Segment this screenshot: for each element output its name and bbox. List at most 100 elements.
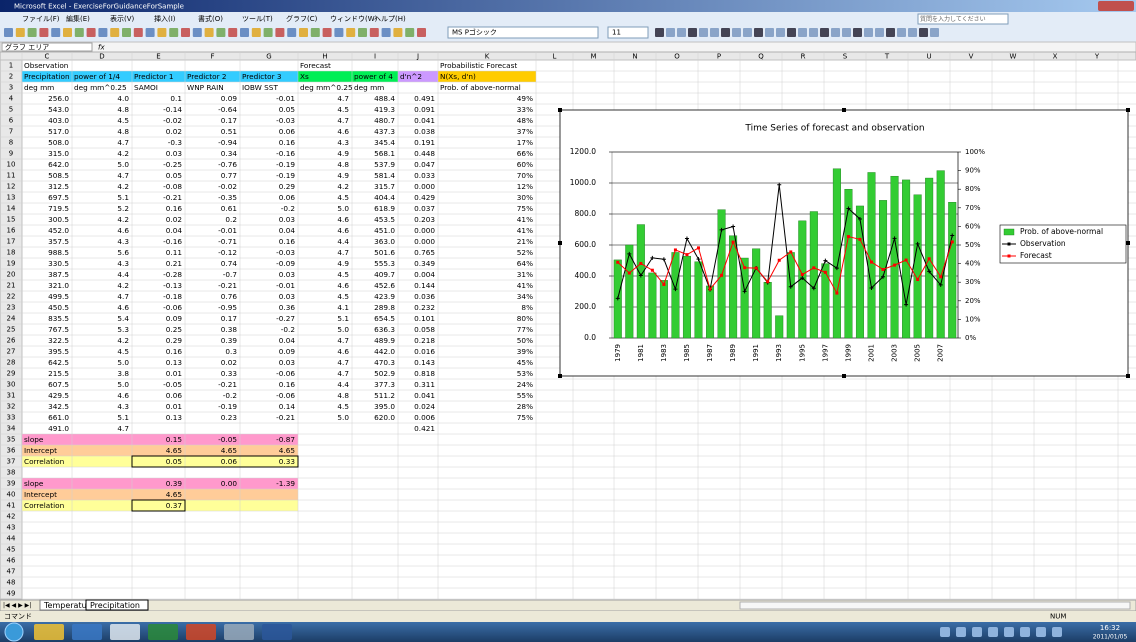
sheet-tab-active[interactable] (85, 599, 149, 611)
name-box[interactable] (1, 42, 93, 52)
toolbar-icon[interactable] (228, 28, 238, 37)
toolbar-icon[interactable] (216, 28, 226, 37)
format-icon[interactable] (864, 28, 873, 37)
menu-item[interactable]: 書式(O) (198, 14, 223, 23)
menu-item[interactable]: ウィンドウ(W) (330, 15, 378, 23)
toolbar-icon[interactable] (417, 28, 426, 37)
toolbar-icon[interactable] (358, 28, 367, 37)
tray-icon[interactable] (1036, 627, 1046, 637)
toolbar-icon[interactable] (263, 28, 273, 37)
format-icon[interactable] (765, 28, 774, 37)
format-icon[interactable] (930, 28, 939, 37)
toolbar-icon[interactable] (4, 28, 13, 37)
toolbar-icon[interactable] (275, 28, 285, 37)
menu-item[interactable]: 編集(E) (66, 14, 90, 23)
h-scrollbar[interactable] (739, 601, 1131, 610)
format-icon[interactable] (743, 28, 752, 37)
toolbar-icon[interactable] (251, 28, 261, 37)
toolbar-icon[interactable] (63, 28, 72, 37)
toolbar-icon[interactable] (39, 28, 49, 37)
start-button[interactable] (4, 622, 24, 642)
selection-handle[interactable] (1126, 374, 1130, 378)
taskbar-app[interactable] (186, 624, 216, 640)
toolbar-icon[interactable] (381, 28, 391, 37)
taskbar-app[interactable] (34, 624, 64, 640)
format-icon[interactable] (655, 28, 664, 37)
toolbar-icon[interactable] (287, 28, 297, 37)
format-icon[interactable] (853, 28, 862, 37)
format-icon[interactable] (820, 28, 829, 37)
toolbar-icon[interactable] (27, 28, 37, 37)
toolbar-icon[interactable] (322, 28, 332, 37)
format-icon[interactable] (688, 28, 697, 37)
tray-icon[interactable] (956, 627, 966, 637)
toolbar-icon[interactable] (15, 28, 25, 37)
help-box[interactable] (917, 13, 1009, 25)
toolbar-icon[interactable] (393, 28, 403, 37)
window-controls[interactable] (1098, 1, 1134, 11)
selection-handle[interactable] (842, 108, 846, 112)
toolbar-icon[interactable] (145, 28, 155, 37)
toolbar-icon[interactable] (74, 28, 84, 37)
toolbar-icon[interactable] (169, 28, 179, 37)
tray-icon[interactable] (1020, 627, 1030, 637)
format-icon[interactable] (732, 28, 741, 37)
format-icon[interactable] (798, 28, 807, 37)
format-icon[interactable] (776, 28, 785, 37)
format-icon[interactable] (886, 28, 895, 37)
embedded-chart[interactable]: Time Series of forecast and observation 0… (558, 108, 1130, 378)
tray-icon[interactable] (972, 627, 982, 637)
taskbar-app[interactable] (110, 624, 140, 640)
toolbar-icon[interactable] (86, 28, 96, 37)
format-icon[interactable] (721, 28, 730, 37)
tray-icon[interactable] (988, 627, 998, 637)
font-box[interactable] (447, 26, 599, 39)
taskbar-app[interactable] (224, 624, 254, 640)
toolbar-icon[interactable] (405, 28, 415, 37)
toolbar-icon[interactable] (98, 28, 108, 37)
toolbar-icon[interactable] (122, 28, 131, 37)
format-icon[interactable] (831, 28, 840, 37)
toolbar-icon[interactable] (369, 28, 379, 37)
format-icon[interactable] (710, 28, 719, 37)
format-icon[interactable] (754, 28, 763, 37)
menu-item[interactable]: 挿入(I) (154, 14, 176, 23)
tab-scroll-arrows[interactable]: |◀ ◀ ▶ ▶| (3, 602, 31, 609)
toolbar-icon[interactable] (240, 28, 249, 37)
format-icon[interactable] (908, 28, 917, 37)
menu-item[interactable]: ヘルプ(H) (374, 15, 406, 23)
selection-handle[interactable] (558, 108, 562, 112)
toolbar-icon[interactable] (157, 28, 167, 37)
toolbar-icon[interactable] (192, 28, 202, 37)
selection-handle[interactable] (842, 374, 846, 378)
format-icon[interactable] (919, 28, 928, 37)
format-icon[interactable] (787, 28, 796, 37)
toolbar-icon[interactable] (299, 28, 308, 37)
selection-handle[interactable] (1126, 108, 1130, 112)
menu-item[interactable]: ツール(T) (242, 15, 273, 23)
menu-item[interactable]: ファイル(F) (22, 15, 60, 23)
selection-handle[interactable] (1126, 241, 1130, 245)
format-icon[interactable] (677, 28, 686, 37)
tray-icon[interactable] (940, 627, 950, 637)
toolbar-icon[interactable] (181, 28, 190, 37)
toolbar-icon[interactable] (310, 28, 320, 37)
format-icon[interactable] (809, 28, 818, 37)
toolbar-icon[interactable] (133, 28, 143, 37)
toolbar-icon[interactable] (346, 28, 356, 37)
toolbar-icon[interactable] (51, 28, 61, 37)
taskbar-app[interactable] (262, 624, 292, 640)
taskbar-app[interactable] (148, 624, 178, 640)
taskbar-app[interactable] (72, 624, 102, 640)
menu-item[interactable]: 表示(V) (110, 14, 135, 23)
toolbar-icon[interactable] (204, 28, 214, 37)
tray-icon[interactable] (1004, 627, 1014, 637)
format-icon[interactable] (875, 28, 884, 37)
toolbar-icon[interactable] (110, 28, 120, 37)
tray-icon[interactable] (1052, 627, 1062, 637)
menu-item[interactable]: グラフ(C) (286, 14, 318, 23)
selection-handle[interactable] (558, 241, 562, 245)
selection-handle[interactable] (558, 374, 562, 378)
format-icon[interactable] (666, 28, 675, 37)
format-icon[interactable] (699, 28, 708, 37)
